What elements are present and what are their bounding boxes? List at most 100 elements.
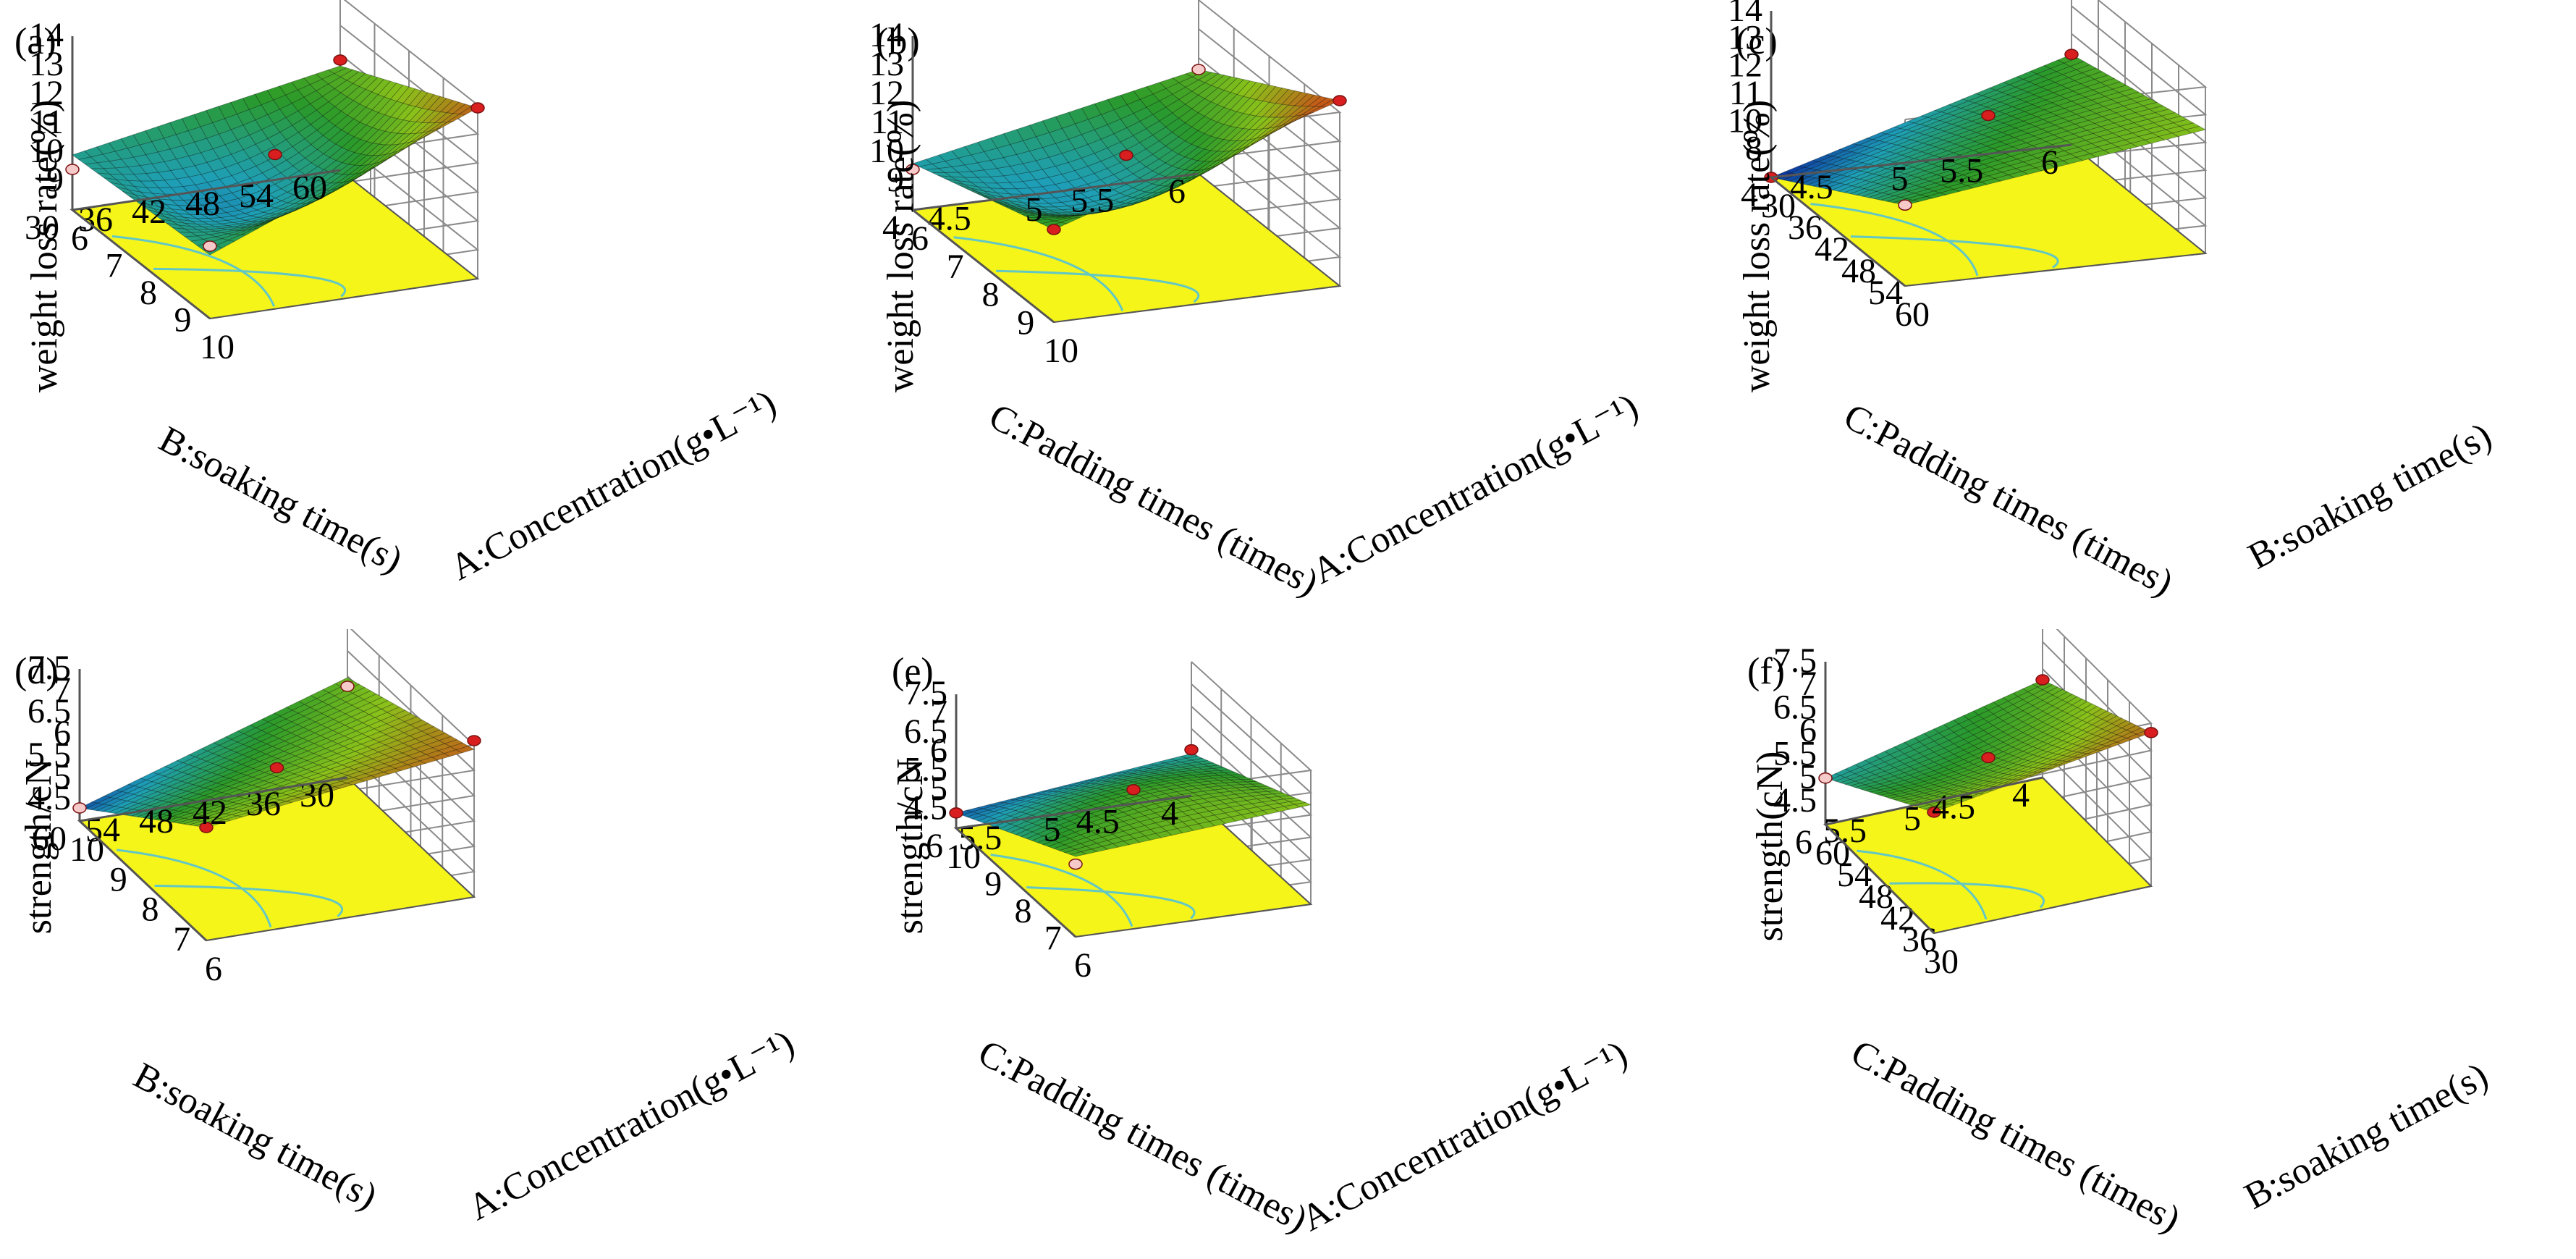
surface-cell — [1048, 174, 1069, 185]
surface-cell — [1089, 780, 1107, 785]
z-axis-label: C:Padding times (times) — [982, 396, 1325, 605]
surface-cell — [1823, 156, 1846, 165]
surface-cell — [1029, 147, 1050, 161]
surface-cell — [1962, 778, 1980, 783]
contour-line — [1857, 849, 1988, 920]
design-point — [268, 148, 282, 161]
surface-cell — [1081, 129, 1102, 145]
surface-cell — [944, 157, 966, 167]
y-tick-label: 13 — [869, 45, 904, 83]
surface-cell — [237, 158, 257, 172]
design-points — [65, 54, 485, 252]
surface-cell — [2016, 154, 2038, 163]
surface-cell — [195, 209, 216, 215]
surface-cell — [938, 150, 959, 161]
surface-cell — [1904, 132, 1926, 140]
x-tick-label: 7 — [173, 920, 190, 959]
surface-cell — [1972, 706, 1989, 716]
surface-cell — [1059, 217, 1081, 224]
surface-cell — [1954, 786, 1969, 792]
front-edges — [1768, 143, 2072, 287]
surface-cell — [1829, 775, 1846, 782]
surface-cell — [1113, 104, 1134, 119]
surface-cell — [1975, 88, 1997, 96]
surface-cell — [1154, 820, 1173, 828]
x-tick-label: 7 — [1044, 919, 1062, 958]
surface-cell — [151, 775, 171, 784]
surface-cell — [1958, 796, 1974, 802]
surface-cell — [1101, 833, 1119, 841]
surface-cell — [1869, 150, 1891, 158]
x-tick-label: 8 — [982, 276, 1000, 314]
surface-cell — [1035, 209, 1055, 213]
x-tick-label: 10 — [200, 328, 235, 366]
design-point — [949, 807, 963, 819]
y-tick-label: 5.5 — [28, 736, 71, 774]
surface-cell — [1020, 831, 1039, 839]
surface-cell — [289, 748, 309, 757]
surface-cell — [279, 125, 299, 140]
surface-cell — [1052, 835, 1071, 843]
surface-cell — [1152, 146, 1173, 160]
surface-cell — [1946, 146, 1968, 153]
x-tick-label: 10 — [69, 830, 104, 869]
surface-cell — [1055, 206, 1075, 211]
surface-cell — [1052, 788, 1069, 793]
surface-cell — [280, 165, 300, 179]
surface-cell — [1880, 188, 1904, 195]
x-tick-label: 6 — [1074, 946, 1091, 985]
surface-cell — [1938, 188, 1961, 195]
surface-cell — [1039, 220, 1062, 227]
surface-cell — [1143, 769, 1160, 773]
surface-cell — [324, 182, 343, 191]
surface-cell — [340, 83, 360, 98]
surface-cell — [1009, 163, 1030, 175]
surface-cell — [1839, 779, 1857, 785]
surface-cell — [938, 175, 958, 181]
surface-cell — [977, 138, 998, 152]
z-tick-label: 6 — [1795, 823, 1812, 862]
surface-cell — [145, 126, 164, 143]
surface-cell — [1864, 174, 1886, 182]
y-tick-label: 4.5 — [1773, 781, 1817, 820]
surface-cell — [1913, 787, 1930, 792]
design-point — [1898, 199, 1912, 211]
surface-cell — [1982, 777, 2000, 782]
surface-cell — [326, 722, 346, 731]
surface-cell — [206, 158, 227, 172]
surface-cell — [1042, 788, 1058, 792]
surface-cell — [1967, 172, 1990, 180]
design-point — [333, 54, 347, 66]
surface-cell — [1893, 191, 1915, 198]
surface-cell — [323, 143, 342, 158]
surface-cell — [1111, 796, 1129, 802]
surface-cell — [1887, 154, 1909, 163]
surface-cell — [184, 222, 203, 227]
y-tick-label: 11 — [871, 103, 904, 141]
surface-cell — [340, 100, 360, 116]
design-point — [1126, 784, 1141, 796]
surface-cell — [2017, 775, 2033, 780]
surface-cell — [177, 819, 196, 825]
surface-cell — [1165, 182, 1185, 193]
y-tick-label: 6 — [54, 714, 71, 752]
surface-cell — [1106, 201, 1126, 208]
surface-cell — [1885, 163, 1908, 171]
surface-cell — [1988, 172, 2009, 179]
surface-cell — [2010, 152, 2032, 160]
contour-line — [111, 235, 276, 307]
y-tick-label: 10 — [869, 132, 904, 170]
surface-cell — [279, 146, 300, 161]
surface-cell — [2072, 720, 2088, 729]
y-tick-label: 13 — [1728, 18, 1762, 56]
surface-cell — [1933, 781, 1950, 787]
surface-cell — [184, 235, 205, 242]
surface-cell — [303, 73, 323, 85]
y-tick-label: 10 — [29, 132, 64, 170]
surface-cell — [261, 184, 282, 195]
x-axis-label: B:soaking time(s) — [2238, 1055, 2494, 1218]
surface-cell — [1094, 775, 1112, 778]
surface-cell — [1111, 812, 1130, 819]
surface-cell — [1181, 765, 1198, 770]
surface-cell — [273, 94, 292, 110]
